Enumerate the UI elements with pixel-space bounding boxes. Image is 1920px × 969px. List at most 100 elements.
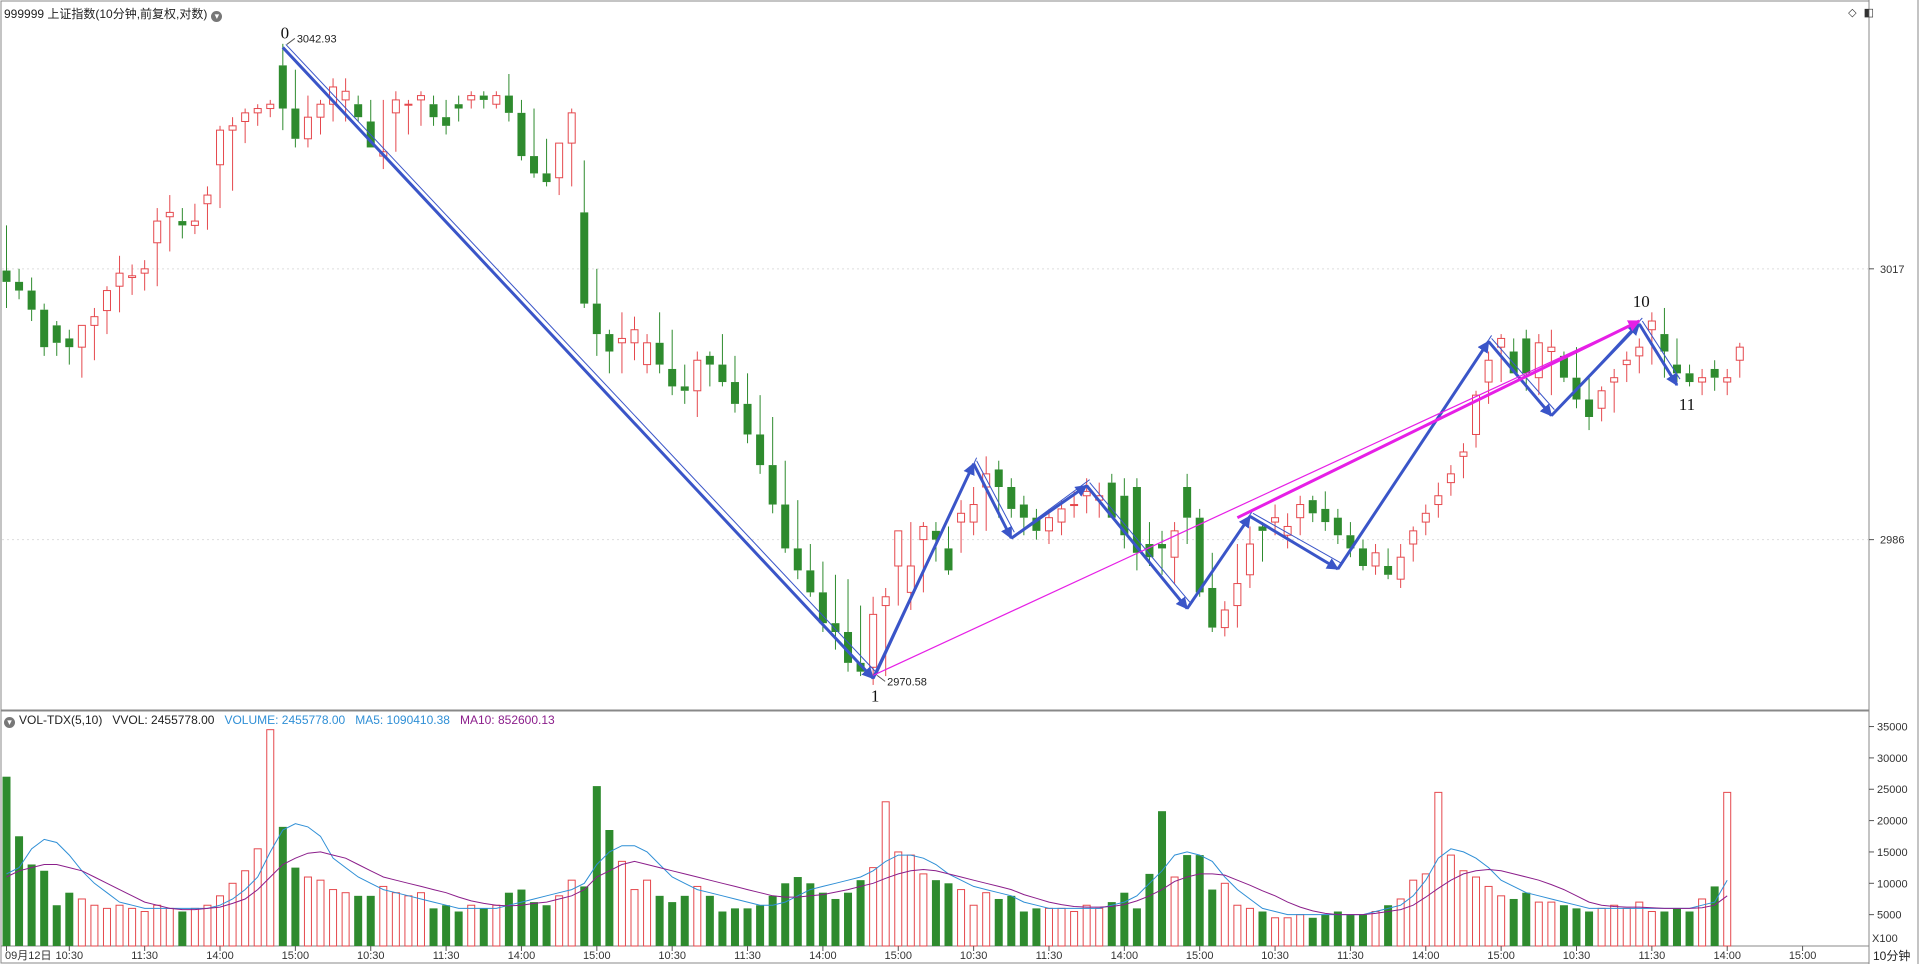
candle-body — [1384, 565, 1393, 575]
volume-bar — [542, 905, 551, 946]
volume-bar — [580, 886, 589, 946]
candle-body — [680, 386, 689, 391]
volume-bar — [429, 908, 438, 946]
volume-bar — [718, 911, 727, 946]
volume-bar — [567, 879, 576, 947]
volume-bar — [404, 895, 413, 947]
candle-body — [1446, 473, 1455, 484]
volume-bar — [153, 904, 162, 947]
candle-body — [1459, 451, 1468, 457]
candle-body — [341, 90, 350, 101]
wave-guide-line — [1491, 338, 1555, 410]
wave-segment — [1638, 323, 1679, 387]
price-tick-label: 2986 — [1880, 535, 1904, 547]
volume-bar — [944, 883, 953, 946]
volume-bar — [1308, 917, 1317, 946]
volume-bar — [379, 885, 388, 947]
volume-bar — [1296, 914, 1305, 947]
candle-body — [1547, 346, 1556, 353]
panel-toggle-icon[interactable]: ◧ — [1863, 7, 1874, 19]
candle-body — [555, 142, 564, 179]
candle-body — [1132, 486, 1141, 553]
volume-bar — [1421, 873, 1430, 947]
volume-bar — [1723, 791, 1732, 947]
time-tick-label: 15:00 — [1186, 950, 1214, 962]
volume-bar — [15, 836, 24, 946]
candle-body — [1358, 548, 1367, 566]
volume-tick-label: 15000 — [1877, 847, 1908, 859]
candle-body — [605, 334, 614, 352]
volume-bar — [27, 864, 36, 946]
candle-body — [718, 364, 727, 383]
vvol-value: VVOL: 2455778.00 — [112, 713, 215, 727]
candle-body — [592, 303, 601, 335]
volume-bar — [303, 876, 312, 947]
volume-bar — [856, 880, 865, 946]
time-tick-label: 11:30 — [734, 950, 761, 962]
time-tick-label: 14:00 — [1713, 950, 1741, 962]
volume-bar — [806, 883, 815, 946]
volume-bar — [329, 889, 338, 947]
volume-header: ▾ VOL-TDX(5,10) VVOL: 2455778.00 VOLUME: 24… — [4, 713, 565, 728]
collapse-circle-icon[interactable]: ▾ — [4, 717, 15, 728]
candle-body — [1183, 486, 1192, 518]
candle-body — [1710, 368, 1719, 378]
candle-body — [668, 368, 677, 387]
candle-body — [1057, 508, 1066, 523]
volume-bar — [1710, 886, 1719, 946]
volume-bar — [479, 908, 488, 946]
volume-bar — [128, 907, 137, 947]
volume-bar — [1434, 791, 1443, 947]
collapse-circle-icon[interactable]: ▾ — [211, 11, 223, 22]
candle-body — [1145, 544, 1154, 558]
volume-bar — [680, 895, 689, 946]
volume-bar — [881, 801, 890, 947]
time-tick-label: 11:30 — [131, 950, 158, 962]
volume-bar — [253, 848, 262, 947]
ma5-value: MA5: 1090410.38 — [355, 713, 450, 727]
volume-bar — [630, 889, 639, 947]
volume-bar — [102, 907, 111, 947]
volume-bar — [1271, 917, 1280, 947]
volume-bar — [982, 892, 991, 947]
candle-body — [1484, 359, 1493, 383]
wave-segment — [972, 463, 1013, 540]
candle-body — [1271, 517, 1280, 523]
volume-bar — [617, 860, 626, 947]
volume-bar — [442, 905, 451, 946]
volume-bar — [492, 904, 501, 947]
volume-bar — [1233, 904, 1242, 947]
volume-bar — [768, 895, 777, 946]
candle-body — [2, 270, 11, 282]
volume-bar — [1672, 908, 1681, 946]
wave-label: 1 — [871, 686, 880, 705]
volume-bar — [743, 908, 752, 946]
candle-body — [1698, 377, 1707, 383]
volume-bar — [1170, 876, 1179, 947]
volume-bar — [605, 830, 614, 946]
candle-body — [1685, 373, 1694, 383]
candle-body — [90, 316, 99, 326]
volume-bar — [793, 877, 802, 946]
volume-bar — [1472, 876, 1481, 947]
volume-bar — [341, 892, 350, 947]
candle-body — [643, 342, 652, 366]
candle-body — [1007, 486, 1016, 509]
wave-label: 11 — [1679, 395, 1695, 414]
candle-body — [1396, 556, 1405, 580]
candle-body — [492, 95, 501, 105]
candle-body — [165, 211, 174, 218]
volume-bar — [454, 911, 463, 946]
diamond-icon[interactable]: ◇ — [1848, 7, 1857, 19]
candle-body — [391, 99, 400, 114]
period-label[interactable]: 10分钟 — [1873, 949, 1911, 963]
candle-body — [869, 613, 878, 668]
time-tick-label: 14:00 — [1111, 950, 1139, 962]
volume-bar — [1082, 904, 1091, 947]
volume-bar — [1459, 870, 1468, 947]
volume-bar — [316, 879, 325, 947]
volume-tick-label: 25000 — [1877, 784, 1908, 796]
candle-body — [442, 117, 451, 126]
